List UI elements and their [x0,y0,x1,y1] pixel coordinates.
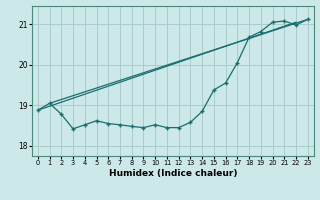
X-axis label: Humidex (Indice chaleur): Humidex (Indice chaleur) [108,169,237,178]
